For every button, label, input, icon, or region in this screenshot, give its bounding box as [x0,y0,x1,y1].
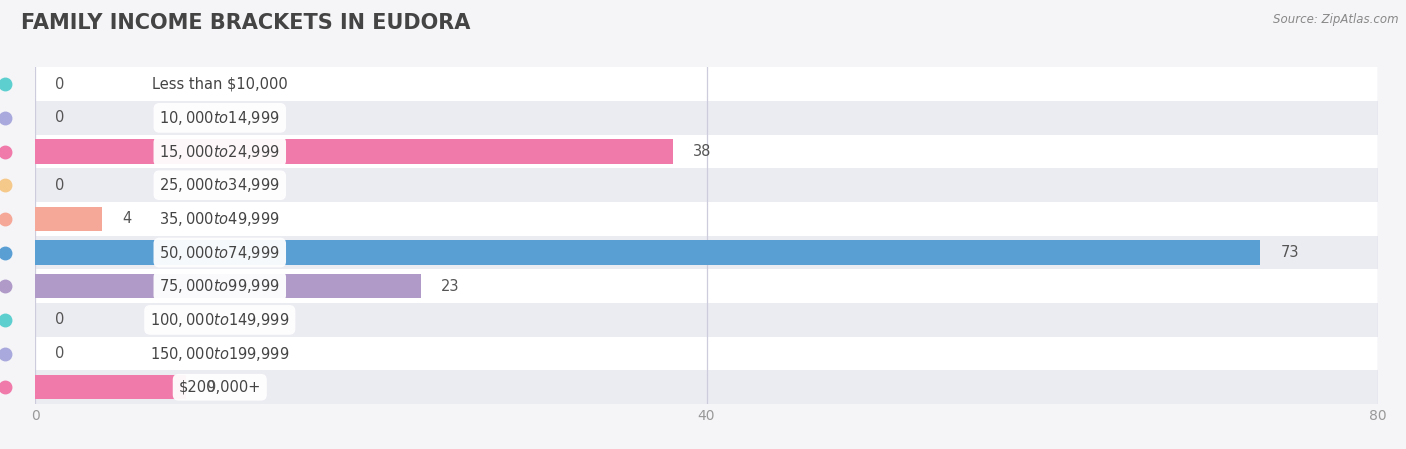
Text: $75,000 to $99,999: $75,000 to $99,999 [159,277,280,295]
Text: 0: 0 [55,346,65,361]
Text: 23: 23 [441,279,460,294]
Text: Less than $10,000: Less than $10,000 [152,77,288,92]
Bar [35,241,1260,265]
Text: 0: 0 [55,313,65,327]
Text: Source: ZipAtlas.com: Source: ZipAtlas.com [1274,13,1399,26]
Text: $200,000+: $200,000+ [179,380,262,395]
Text: 38: 38 [693,144,711,159]
Text: 73: 73 [1281,245,1299,260]
Text: 4: 4 [122,211,132,226]
Bar [35,207,103,231]
Bar [35,269,1378,303]
Text: $50,000 to $74,999: $50,000 to $74,999 [159,243,280,262]
Bar [35,375,186,400]
Bar [35,139,673,163]
Text: 0: 0 [55,178,65,193]
Bar [35,168,1378,202]
Bar [35,274,422,299]
Bar [35,202,1378,236]
Text: 9: 9 [207,380,215,395]
Bar [35,337,1378,370]
Bar [35,135,1378,168]
Text: $35,000 to $49,999: $35,000 to $49,999 [159,210,280,228]
Bar [35,236,1378,269]
Text: FAMILY INCOME BRACKETS IN EUDORA: FAMILY INCOME BRACKETS IN EUDORA [21,13,471,34]
Text: 0: 0 [55,77,65,92]
Bar [35,370,1378,404]
Bar [35,303,1378,337]
Text: $100,000 to $149,999: $100,000 to $149,999 [150,311,290,329]
Text: $25,000 to $34,999: $25,000 to $34,999 [159,176,280,194]
Bar [35,101,1378,135]
Bar [35,67,1378,101]
Text: $150,000 to $199,999: $150,000 to $199,999 [150,344,290,363]
Text: $15,000 to $24,999: $15,000 to $24,999 [159,142,280,161]
Text: $10,000 to $14,999: $10,000 to $14,999 [159,109,280,127]
Text: 0: 0 [55,110,65,125]
